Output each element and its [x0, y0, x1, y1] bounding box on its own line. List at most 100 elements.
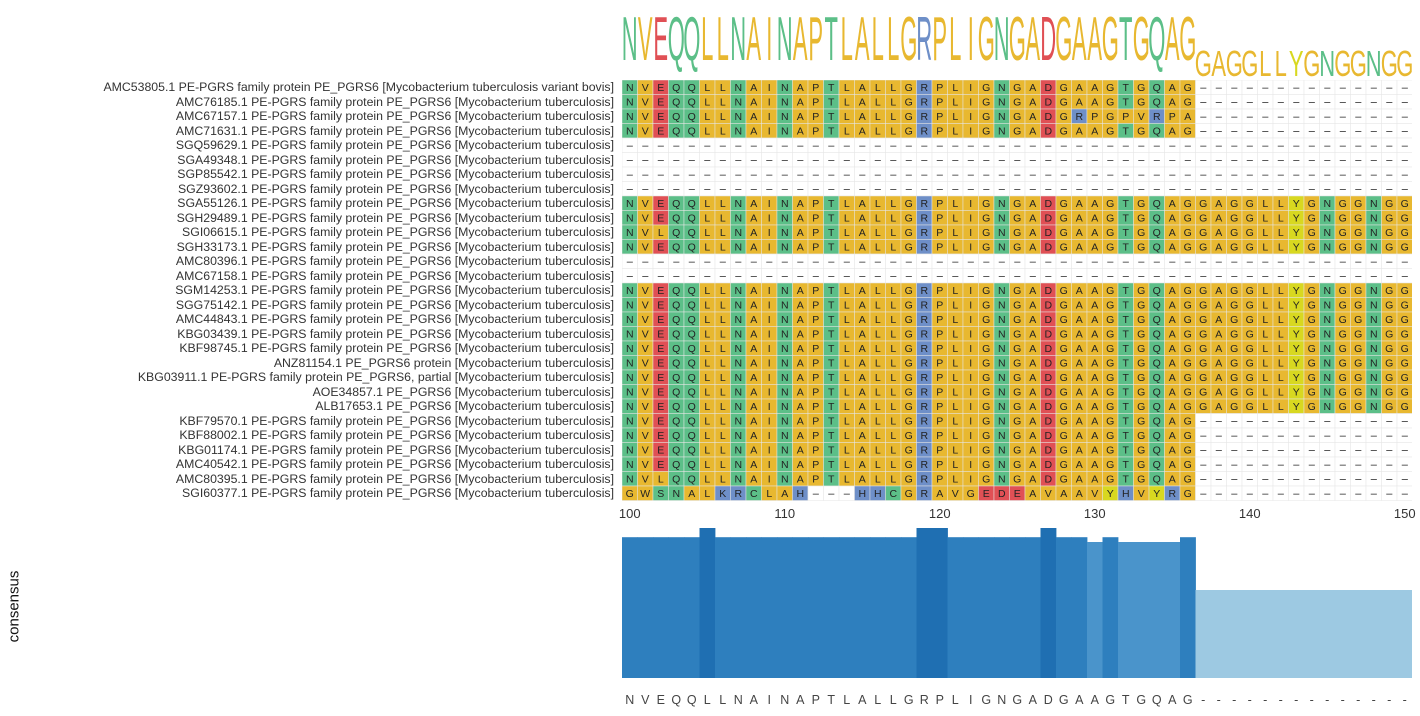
residue-char: N: [998, 445, 1006, 457]
consensus-residue: G: [904, 693, 914, 707]
gap-char: –: [1169, 256, 1176, 268]
residue-char: V: [952, 488, 959, 500]
residue-char: E: [657, 111, 664, 123]
gap-char: –: [1402, 416, 1409, 428]
consensus-residue: A: [1075, 693, 1084, 707]
logo-letter-group: A: [855, 4, 870, 73]
residue-char: L: [720, 387, 726, 399]
residue-char: N: [998, 126, 1006, 138]
residue-char: P: [812, 445, 819, 457]
residue-char: A: [1169, 329, 1176, 341]
residue-char: A: [859, 198, 866, 210]
logo-letter: V: [638, 4, 653, 73]
gap-char: –: [1216, 169, 1223, 181]
logo-letter-group: T: [1119, 4, 1132, 73]
consensus-residue: -: [1201, 693, 1205, 707]
consensus-bar: [963, 537, 979, 678]
residue-char: L: [875, 285, 881, 297]
residue-char: N: [781, 445, 789, 457]
gap-char: –: [673, 256, 680, 268]
residue-char: E: [657, 445, 664, 457]
residue-char: G: [1060, 416, 1068, 428]
logo-letter: I: [968, 4, 974, 73]
residue-char: A: [1076, 314, 1083, 326]
gap-char: –: [658, 256, 665, 268]
residue-char: L: [704, 445, 710, 457]
gap-char: –: [1200, 169, 1207, 181]
gap-char: –: [1355, 445, 1362, 457]
gap-char: –: [875, 256, 882, 268]
gap-char: –: [1293, 459, 1300, 471]
gap-char: –: [890, 140, 897, 152]
residue-char: E: [657, 82, 664, 94]
gap-char: –: [1247, 416, 1254, 428]
consensus-bar: [1071, 537, 1088, 678]
consensus-residue: N: [625, 693, 634, 707]
residue-char: A: [1076, 285, 1083, 297]
residue-char: N: [998, 285, 1006, 297]
residue-char: P: [1169, 111, 1176, 123]
logo-letter-group: L: [887, 4, 899, 73]
residue-char: G: [1106, 430, 1114, 442]
gap-char: –: [1262, 82, 1269, 94]
gap-char: –: [1247, 459, 1254, 471]
gap-char: –: [1092, 256, 1099, 268]
gap-char: –: [627, 184, 634, 196]
residue-char: Q: [688, 111, 696, 123]
residue-char: A: [859, 126, 866, 138]
residue-char: Q: [688, 358, 696, 370]
residue-char: G: [1184, 372, 1192, 384]
residue-char: G: [1401, 227, 1409, 239]
residue-char: A: [781, 488, 788, 500]
residue-char: Q: [688, 430, 696, 442]
residue-char: G: [1106, 372, 1114, 384]
residue-char: R: [920, 416, 928, 428]
residue-char: P: [812, 416, 819, 428]
gap-char: –: [1340, 256, 1347, 268]
residue-char: N: [1323, 358, 1331, 370]
gap-char: –: [828, 271, 835, 283]
residue-char: G: [905, 242, 913, 254]
residue-char: V: [642, 474, 649, 486]
residue-char: G: [1354, 285, 1362, 297]
residue-char: D: [1044, 111, 1052, 123]
residue-char: A: [1060, 488, 1067, 500]
residue-char: A: [1091, 242, 1098, 254]
residue-char: D: [1044, 343, 1052, 355]
residue-char: G: [1308, 242, 1316, 254]
residue-char: T: [828, 314, 835, 326]
residue-char: L: [875, 111, 881, 123]
residue-char: Q: [672, 459, 680, 471]
residue-char: G: [905, 126, 913, 138]
consensus-bar: [839, 537, 855, 678]
gap-char: –: [952, 169, 959, 181]
residue-char: G: [1013, 97, 1021, 109]
gap-char: –: [1138, 271, 1145, 283]
gap-char: –: [1262, 488, 1269, 500]
residue-char: G: [1401, 372, 1409, 384]
gap-char: –: [1371, 184, 1378, 196]
residue-char: L: [1262, 213, 1268, 225]
gap-char: –: [1107, 184, 1114, 196]
residue-char: D: [1044, 285, 1052, 297]
residue-char: R: [920, 343, 928, 355]
gap-char: –: [1355, 271, 1362, 283]
residue-char: N: [1323, 387, 1331, 399]
residue-char: G: [1106, 358, 1114, 370]
residue-char: V: [642, 97, 649, 109]
residue-char: A: [1029, 372, 1036, 384]
gap-char: –: [1262, 111, 1269, 123]
residue-char: L: [1278, 300, 1284, 312]
consensus-bar: [808, 537, 824, 678]
residue-char: G: [626, 488, 634, 500]
residue-char: L: [844, 198, 850, 210]
gap-char: –: [1030, 155, 1037, 167]
residue-char: G: [905, 358, 913, 370]
logo-letter: G: [1381, 45, 1398, 80]
gap-char: –: [875, 140, 882, 152]
residue-char: G: [1137, 474, 1145, 486]
gap-char: –: [1309, 459, 1316, 471]
residue-char: E: [657, 430, 664, 442]
logo-letter-group: A: [1211, 45, 1226, 80]
residue-char: N: [998, 358, 1006, 370]
